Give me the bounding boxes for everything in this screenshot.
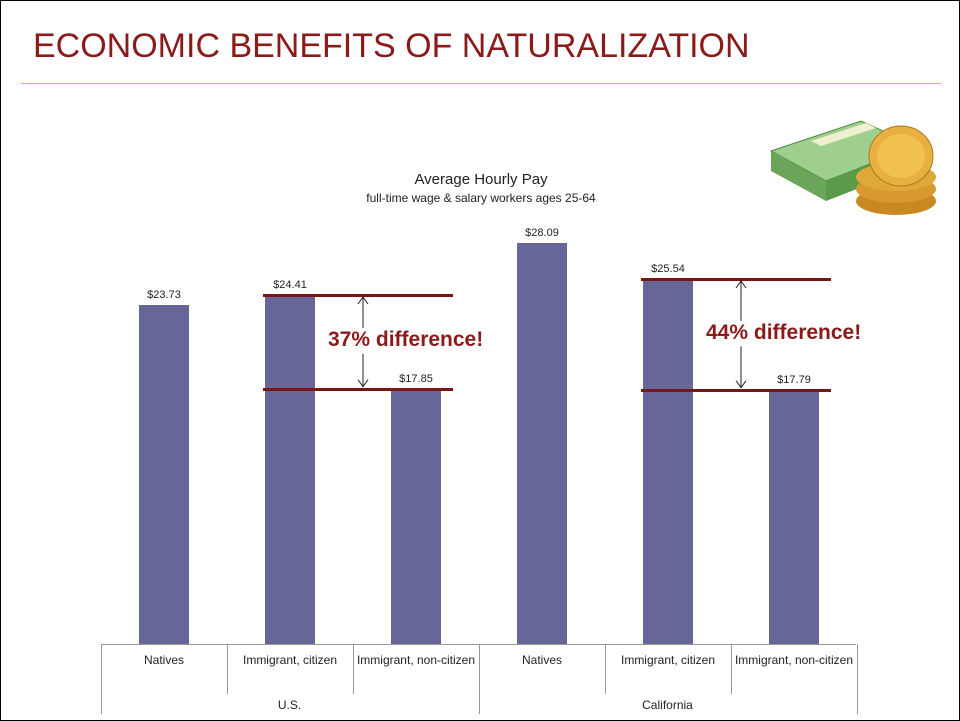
chart-title: Average Hourly Pay	[414, 171, 548, 188]
title-rule	[21, 83, 941, 84]
annotation: 37% difference!	[326, 328, 486, 353]
category-divider	[227, 644, 228, 694]
value-label: $28.09	[525, 226, 559, 239]
chart-subtitle: full-time wage & salary workers ages 25-…	[366, 191, 596, 205]
money-icon	[769, 120, 936, 215]
x-tick-label: Natives	[143, 653, 184, 667]
value-label: $17.79	[777, 373, 811, 386]
group-label: U.S.	[277, 698, 302, 712]
value-label: $25.54	[651, 263, 685, 276]
group-label: California	[642, 698, 693, 712]
bar	[769, 389, 819, 644]
annotation: 44% difference!	[704, 320, 864, 345]
reference-line	[641, 388, 831, 392]
category-divider	[479, 644, 480, 714]
reference-line	[263, 388, 453, 392]
x-tick-label: Immigrant, citizen	[242, 653, 338, 667]
axis-line	[101, 644, 856, 645]
category-divider	[857, 644, 858, 714]
category-divider	[731, 644, 732, 694]
bar	[391, 389, 441, 644]
value-label: $23.73	[147, 289, 181, 302]
bar	[517, 242, 567, 644]
category-divider	[353, 644, 354, 694]
x-tick-label: Immigrant, citizen	[620, 653, 716, 667]
category-divider	[101, 644, 102, 714]
bar	[139, 305, 189, 644]
x-tick-label: Immigrant, non-citizen	[356, 653, 476, 667]
x-tick-label: Immigrant, non-citizen	[734, 653, 854, 667]
value-label: $17.85	[399, 373, 433, 386]
value-label: $24.41	[273, 279, 307, 292]
bar	[265, 295, 315, 644]
slide-title: ECONOMIC BENEFITS OF NATURALIZATION	[33, 27, 750, 65]
difference-arrow	[735, 280, 747, 389]
category-divider	[605, 644, 606, 694]
reference-line	[263, 294, 453, 298]
x-tick-label: Natives	[521, 653, 562, 667]
difference-arrow	[357, 296, 369, 388]
reference-line	[641, 278, 831, 282]
bar	[643, 279, 693, 644]
